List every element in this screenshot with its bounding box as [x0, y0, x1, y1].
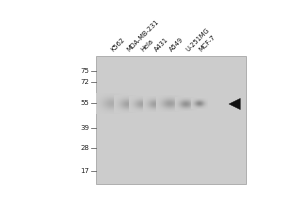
Bar [96, 56, 246, 184]
Text: MDA-MB-231: MDA-MB-231 [126, 19, 160, 53]
Text: U-251MG: U-251MG [184, 27, 210, 53]
Text: 39: 39 [80, 125, 89, 131]
Text: A549: A549 [168, 37, 184, 53]
Text: 55: 55 [81, 100, 89, 106]
Text: 17: 17 [80, 168, 89, 174]
Text: K562: K562 [110, 37, 127, 53]
Text: A431: A431 [154, 37, 170, 53]
Text: MCF-7: MCF-7 [198, 34, 217, 53]
Polygon shape [229, 98, 240, 110]
Text: 75: 75 [80, 68, 89, 74]
Text: 72: 72 [80, 79, 89, 85]
Text: Hela: Hela [140, 38, 155, 53]
Text: 28: 28 [80, 145, 89, 151]
